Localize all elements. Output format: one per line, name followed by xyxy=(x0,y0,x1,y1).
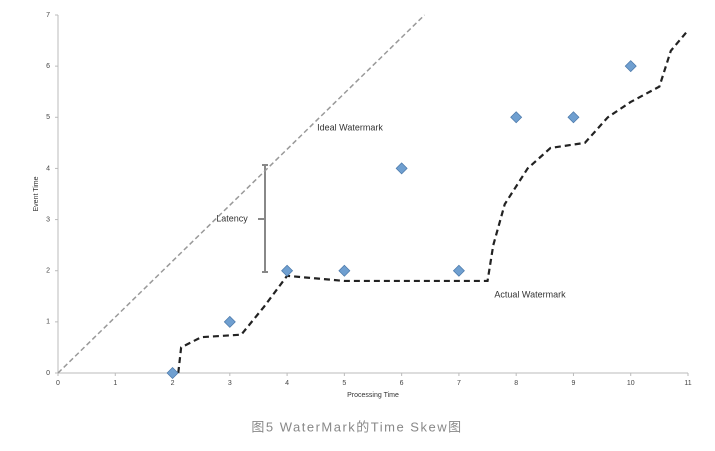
y-tick-label: 4 xyxy=(46,165,50,172)
point xyxy=(395,162,408,175)
y-tick-label: 3 xyxy=(46,216,50,223)
y-tick-label: 1 xyxy=(46,319,50,326)
x-tick-label: 6 xyxy=(400,380,404,387)
x-tick-label: 10 xyxy=(627,380,635,387)
x-tick-label: 0 xyxy=(56,380,60,387)
point xyxy=(338,264,351,277)
line-label: Actual Watermark xyxy=(494,289,566,299)
x-tick-label: 1 xyxy=(113,380,117,387)
y-tick-label: 7 xyxy=(46,12,50,19)
x-tick-label: 2 xyxy=(171,380,175,387)
latency-label: Latency xyxy=(216,213,248,223)
x-tick-label: 11 xyxy=(684,380,691,387)
point xyxy=(281,264,294,277)
x-tick-label: 7 xyxy=(457,380,461,387)
x-tick-label: 8 xyxy=(514,380,518,387)
y-tick-label: 0 xyxy=(46,370,50,377)
x-tick-label: 4 xyxy=(285,380,289,387)
point xyxy=(452,264,465,277)
y-tick-label: 5 xyxy=(46,114,50,121)
line-label: Ideal Watermark xyxy=(317,122,383,132)
x-tick-label: 5 xyxy=(342,380,346,387)
point xyxy=(166,367,179,379)
point xyxy=(567,111,580,124)
x-axis-title: Processing Time xyxy=(347,392,399,399)
caption: 图5 WaterMark的Time Skew图 xyxy=(251,419,462,434)
latency-bracket xyxy=(258,164,268,273)
watermark-line xyxy=(177,29,689,374)
watermark-line xyxy=(57,14,426,374)
x-tick-label: 9 xyxy=(572,380,576,387)
y-axis-title: Event Time xyxy=(33,176,40,211)
y-tick-label: 6 xyxy=(46,63,50,70)
y-tick-label: 2 xyxy=(46,268,50,275)
point xyxy=(624,60,637,73)
point xyxy=(510,111,523,124)
x-tick-label: 3 xyxy=(228,380,232,387)
point xyxy=(223,315,236,328)
